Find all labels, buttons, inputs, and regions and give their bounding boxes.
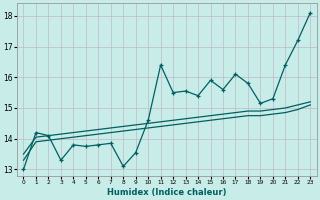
- X-axis label: Humidex (Indice chaleur): Humidex (Indice chaleur): [107, 188, 227, 197]
